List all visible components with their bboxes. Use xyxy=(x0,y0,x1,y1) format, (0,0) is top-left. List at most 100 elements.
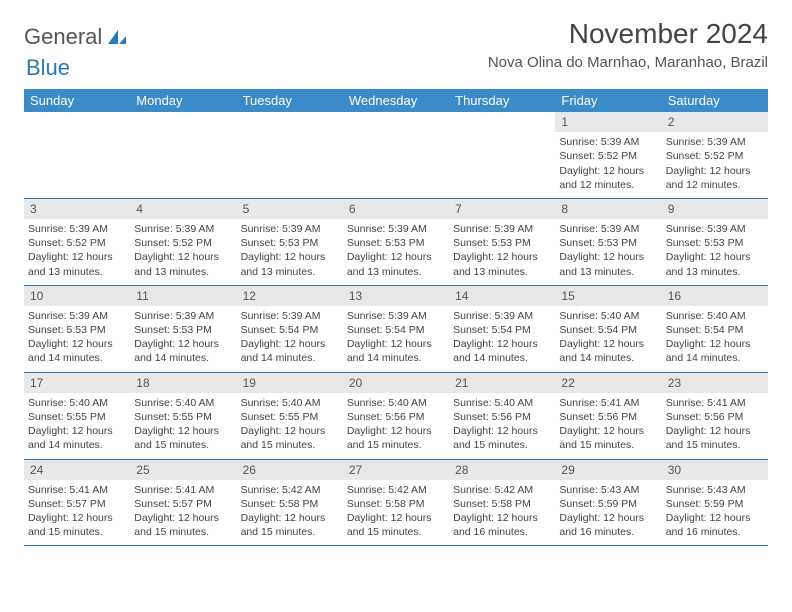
calendar-day-cell: 17Sunrise: 5:40 AMSunset: 5:55 PMDayligh… xyxy=(24,372,130,459)
sunset-text: Sunset: 5:55 PM xyxy=(241,410,339,424)
sunrise-text: Sunrise: 5:39 AM xyxy=(134,309,232,323)
calendar-day-cell: 7Sunrise: 5:39 AMSunset: 5:53 PMDaylight… xyxy=(449,198,555,285)
logo-text-blue: Blue xyxy=(26,55,70,80)
sunset-text: Sunset: 5:52 PM xyxy=(134,236,232,250)
daylight-text: Daylight: 12 hours and 13 minutes. xyxy=(453,250,551,278)
day-number: 16 xyxy=(662,286,768,306)
day-number: 22 xyxy=(555,373,661,393)
calendar-day-cell: 25Sunrise: 5:41 AMSunset: 5:57 PMDayligh… xyxy=(130,459,236,546)
sunset-text: Sunset: 5:53 PM xyxy=(347,236,445,250)
weekday-header-row: Sunday Monday Tuesday Wednesday Thursday… xyxy=(24,89,768,112)
day-number: 8 xyxy=(555,199,661,219)
calendar-day-cell: 21Sunrise: 5:40 AMSunset: 5:56 PMDayligh… xyxy=(449,372,555,459)
sunrise-text: Sunrise: 5:41 AM xyxy=(28,483,126,497)
calendar-day-cell: 30Sunrise: 5:43 AMSunset: 5:59 PMDayligh… xyxy=(662,459,768,546)
sunset-text: Sunset: 5:53 PM xyxy=(559,236,657,250)
calendar-day-cell: 13 Sunrise: 5:39 AMSunset: 5:54 PMDayligh… xyxy=(343,285,449,372)
sunrise-text: Sunrise: 5:43 AM xyxy=(666,483,764,497)
day-number: 2 xyxy=(662,112,768,132)
calendar-week-row: 24Sunrise: 5:41 AMSunset: 5:57 PMDayligh… xyxy=(24,459,768,546)
sunset-text: Sunset: 5:59 PM xyxy=(666,497,764,511)
location-text: Nova Olina do Marnhao, Maranhao, Brazil xyxy=(488,54,768,71)
daylight-text: Daylight: 12 hours and 13 minutes. xyxy=(666,250,764,278)
daylight-text: Daylight: 12 hours and 15 minutes. xyxy=(28,511,126,539)
sunset-text: Sunset: 5:53 PM xyxy=(666,236,764,250)
calendar-day-cell: 6Sunrise: 5:39 AMSunset: 5:53 PMDaylight… xyxy=(343,198,449,285)
day-number: 26 xyxy=(237,460,343,480)
sunrise-text: Sunrise: 5:39 AM xyxy=(559,222,657,236)
calendar-day-cell: 23Sunrise: 5:41 AMSunset: 5:56 PMDayligh… xyxy=(662,372,768,459)
sunset-text: Sunset: 5:52 PM xyxy=(28,236,126,250)
sunset-text: Sunset: 5:54 PM xyxy=(347,323,445,337)
calendar-day-cell xyxy=(237,112,343,198)
day-number: 6 xyxy=(343,199,449,219)
daylight-text: Daylight: 12 hours and 15 minutes. xyxy=(347,511,445,539)
sunrise-text: Sunrise: 5:40 AM xyxy=(28,396,126,410)
sunrise-text: Sunrise: 5:43 AM xyxy=(559,483,657,497)
daylight-text: Daylight: 12 hours and 14 minutes. xyxy=(347,337,445,365)
sunset-text: Sunset: 5:54 PM xyxy=(559,323,657,337)
day-number: 4 xyxy=(130,199,236,219)
calendar-week-row: 3Sunrise: 5:39 AMSunset: 5:52 PMDaylight… xyxy=(24,198,768,285)
calendar-day-cell xyxy=(449,112,555,198)
daylight-text: Daylight: 12 hours and 15 minutes. xyxy=(241,424,339,452)
calendar-day-cell: 1Sunrise: 5:39 AMSunset: 5:52 PMDaylight… xyxy=(555,112,661,198)
calendar-week-row: 10Sunrise: 5:39 AMSunset: 5:53 PMDayligh… xyxy=(24,285,768,372)
daylight-text: Daylight: 12 hours and 12 minutes. xyxy=(559,164,657,192)
day-number: 13 xyxy=(343,286,449,306)
day-number: 12 xyxy=(237,286,343,306)
logo-text-gray: General xyxy=(24,24,102,50)
sunset-text: Sunset: 5:57 PM xyxy=(134,497,232,511)
calendar-day-cell: 12Sunrise: 5:39 AMSunset: 5:54 PMDayligh… xyxy=(237,285,343,372)
daylight-text: Daylight: 12 hours and 15 minutes. xyxy=(666,424,764,452)
day-number: 3 xyxy=(24,199,130,219)
sunrise-text: Sunrise: 5:40 AM xyxy=(453,396,551,410)
daylight-text: Daylight: 12 hours and 12 minutes. xyxy=(666,164,764,192)
sunset-text: Sunset: 5:56 PM xyxy=(453,410,551,424)
sunset-text: Sunset: 5:52 PM xyxy=(666,149,764,163)
day-number: 9 xyxy=(662,199,768,219)
sunset-text: Sunset: 5:58 PM xyxy=(241,497,339,511)
sunrise-text: Sunrise: 5:39 AM xyxy=(134,222,232,236)
sunrise-text: Sunrise: 5:39 AM xyxy=(666,222,764,236)
calendar-day-cell: 3Sunrise: 5:39 AMSunset: 5:52 PMDaylight… xyxy=(24,198,130,285)
daylight-text: Daylight: 12 hours and 15 minutes. xyxy=(241,511,339,539)
sunrise-text: Sunrise: 5:39 AM xyxy=(559,135,657,149)
sunrise-text: Sunrise: 5:40 AM xyxy=(134,396,232,410)
title-block: November 2024 Nova Olina do Marnhao, Mar… xyxy=(488,18,768,71)
sunset-text: Sunset: 5:54 PM xyxy=(453,323,551,337)
daylight-text: Daylight: 12 hours and 15 minutes. xyxy=(559,424,657,452)
calendar-day-cell: 20Sunrise: 5:40 AMSunset: 5:56 PMDayligh… xyxy=(343,372,449,459)
sunset-text: Sunset: 5:54 PM xyxy=(666,323,764,337)
page-title: November 2024 xyxy=(488,18,768,50)
daylight-text: Daylight: 12 hours and 15 minutes. xyxy=(453,424,551,452)
sunrise-text: Sunrise: 5:39 AM xyxy=(453,222,551,236)
daylight-text: Daylight: 12 hours and 13 minutes. xyxy=(134,250,232,278)
daylight-text: Daylight: 12 hours and 14 minutes. xyxy=(28,337,126,365)
sunset-text: Sunset: 5:58 PM xyxy=(347,497,445,511)
sunset-text: Sunset: 5:59 PM xyxy=(559,497,657,511)
logo: General xyxy=(24,18,128,50)
sunset-text: Sunset: 5:56 PM xyxy=(347,410,445,424)
daylight-text: Daylight: 12 hours and 16 minutes. xyxy=(453,511,551,539)
day-number: 10 xyxy=(24,286,130,306)
sunset-text: Sunset: 5:57 PM xyxy=(28,497,126,511)
sunrise-text: Sunrise: 5:39 AM xyxy=(347,309,445,323)
sunrise-text: Sunrise: 5:42 AM xyxy=(347,483,445,497)
day-number: 15 xyxy=(555,286,661,306)
daylight-text: Daylight: 12 hours and 14 minutes. xyxy=(666,337,764,365)
sunset-text: Sunset: 5:54 PM xyxy=(241,323,339,337)
sunset-text: Sunset: 5:52 PM xyxy=(559,149,657,163)
day-number: 20 xyxy=(343,373,449,393)
sunrise-text: Sunrise: 5:39 AM xyxy=(241,222,339,236)
sunrise-text: Sunrise: 5:41 AM xyxy=(559,396,657,410)
sunset-text: Sunset: 5:56 PM xyxy=(666,410,764,424)
daylight-text: Daylight: 12 hours and 14 minutes. xyxy=(28,424,126,452)
calendar-day-cell: 22Sunrise: 5:41 AMSunset: 5:56 PMDayligh… xyxy=(555,372,661,459)
calendar-day-cell xyxy=(343,112,449,198)
day-number: 11 xyxy=(130,286,236,306)
sunrise-text: Sunrise: 5:39 AM xyxy=(453,309,551,323)
calendar-week-row: 17Sunrise: 5:40 AMSunset: 5:55 PMDayligh… xyxy=(24,372,768,459)
weekday-header: Sunday xyxy=(24,89,130,112)
calendar-day-cell: 10Sunrise: 5:39 AMSunset: 5:53 PMDayligh… xyxy=(24,285,130,372)
